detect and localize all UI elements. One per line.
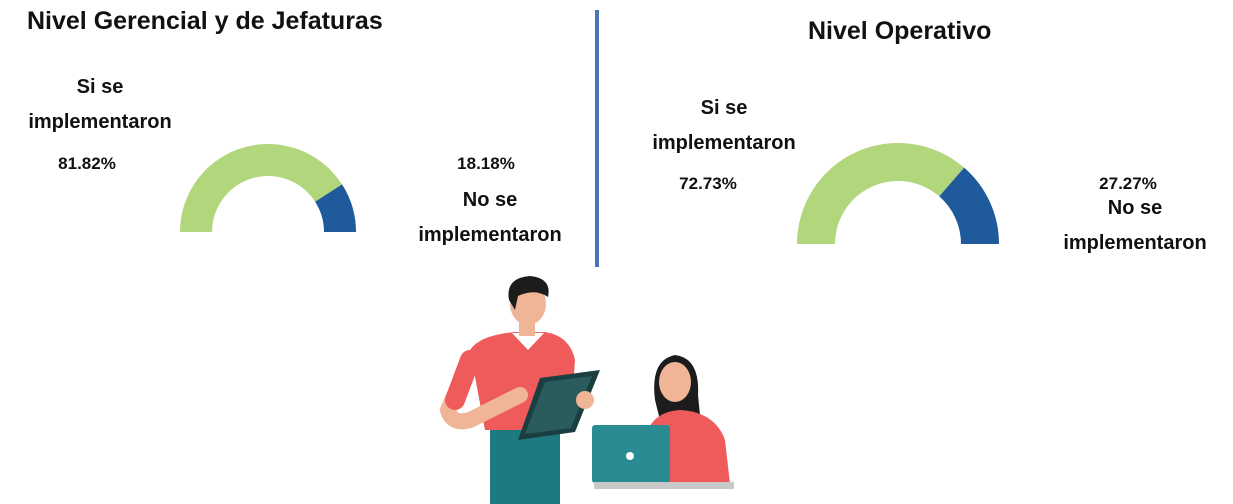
gauge-segment <box>939 167 999 244</box>
value-label: 18.18% <box>457 154 515 173</box>
gauge-segment <box>797 142 965 244</box>
value-label: 72.73% <box>679 174 737 193</box>
illustration <box>439 276 734 504</box>
gauge-segment <box>315 184 356 232</box>
gauge-segment <box>180 144 343 232</box>
category-label: No se implementaron <box>418 189 562 246</box>
chart-title: Nivel Operativo <box>808 17 992 45</box>
category-label: No se implementaron <box>1063 197 1207 254</box>
value-label: 27.27% <box>1099 174 1157 193</box>
value-label: 81.82% <box>58 154 116 173</box>
category-label: Si se implementaron <box>652 97 796 154</box>
chart-title: Nivel Gerencial y de Jefaturas <box>27 7 383 35</box>
category-label: Si se implementaron <box>28 76 172 133</box>
